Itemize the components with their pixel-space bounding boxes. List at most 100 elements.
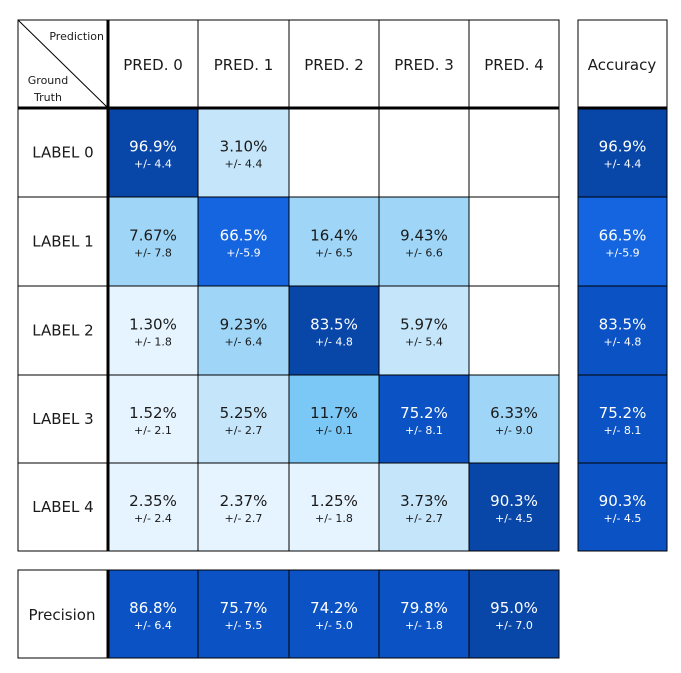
column-header-label-3: PRED. 3 (394, 56, 454, 74)
accuracy-cell-3-value: 75.2% (599, 404, 647, 422)
accuracy-header: Accuracy (588, 56, 657, 74)
matrix-cell-2-3-error: +/- 5.4 (405, 336, 443, 349)
matrix-cell-2-0-value: 1.30% (129, 316, 177, 334)
matrix-cell-1-2-error: +/- 6.5 (315, 247, 353, 260)
matrix-cell-1-4 (468, 196, 560, 287)
row-header-2 (17, 285, 109, 376)
matrix-cell-2-1 (197, 285, 290, 376)
matrix-cell-4-2-value: 1.25% (310, 492, 358, 510)
matrix-cell-1-0-error: +/- 7.8 (134, 247, 172, 260)
precision-cell-1-value: 75.7% (220, 599, 268, 617)
precision-cell-3 (378, 569, 470, 659)
row-header-label-4: LABEL 4 (32, 498, 93, 516)
precision-cell-2 (288, 569, 380, 659)
accuracy-cell-4-value: 90.3% (599, 492, 647, 510)
precision-cell-3-value: 79.8% (400, 599, 448, 617)
matrix-cell-1-1-error: +/-5.9 (226, 247, 260, 260)
column-header-1 (197, 19, 290, 109)
matrix-cell-3-0 (107, 374, 199, 464)
matrix-cell-4-0 (107, 462, 199, 552)
matrix-cell-3-4-error: +/- 9.0 (495, 424, 533, 437)
precision-cell-4 (468, 569, 560, 659)
accuracy-cell-2 (577, 285, 668, 376)
matrix-cell-1-3 (378, 196, 470, 287)
corner-truth-label: Truth (33, 91, 62, 104)
matrix-cell-2-3 (378, 285, 470, 376)
matrix-cell-0-3 (378, 107, 470, 198)
matrix-cell-2-0-error: +/- 1.8 (134, 336, 172, 349)
precision-cell-0-error: +/- 6.4 (134, 619, 172, 632)
column-header-4 (468, 19, 560, 109)
row-header-label-2: LABEL 2 (32, 322, 93, 340)
row-header-1 (17, 196, 109, 287)
matrix-cell-3-1-value: 5.25% (220, 404, 268, 422)
accuracy-cell-1 (577, 196, 668, 287)
accuracy-cell-4-error: +/- 4.5 (604, 512, 642, 525)
column-header-label-2: PRED. 2 (304, 56, 364, 74)
matrix-cell-3-0-error: +/- 2.1 (134, 424, 172, 437)
row-header-label-1: LABEL 1 (32, 233, 93, 251)
matrix-cell-2-4 (468, 285, 560, 376)
matrix-cell-4-4-error: +/- 4.5 (495, 512, 533, 525)
matrix-cell-3-2-value: 11.7% (310, 404, 358, 422)
matrix-cell-3-3-error: +/- 8.1 (405, 424, 443, 437)
matrix-cell-0-0-value: 96.9% (129, 138, 177, 156)
corner-prediction-label: Prediction (49, 30, 104, 43)
column-header-3 (378, 19, 470, 109)
matrix-cell-2-2-value: 83.5% (310, 316, 358, 334)
precision-cell-0-value: 86.8% (129, 599, 177, 617)
matrix-cell-1-2-value: 16.4% (310, 227, 358, 245)
precision-label-cell (17, 569, 109, 659)
accuracy-cell-4 (577, 462, 668, 552)
accuracy-cell-0-error: +/- 4.4 (604, 158, 642, 171)
row-header-3 (17, 374, 109, 464)
matrix-cell-0-0-error: +/- 4.4 (134, 158, 172, 171)
precision-label: Precision (29, 606, 96, 624)
matrix-cell-3-1 (197, 374, 290, 464)
matrix-cell-4-1-error: +/- 2.7 (225, 512, 263, 525)
accuracy-cell-3-error: +/- 8.1 (604, 424, 642, 437)
matrix-cell-1-0-value: 7.67% (129, 227, 177, 245)
accuracy-cell-3 (577, 374, 668, 464)
matrix-cell-4-1-value: 2.37% (220, 492, 268, 510)
accuracy-cell-1-error: +/-5.9 (605, 247, 639, 260)
matrix-cell-1-2 (288, 196, 380, 287)
matrix-cell-0-4 (468, 107, 560, 198)
precision-cell-3-error: +/- 1.8 (405, 619, 443, 632)
matrix-cell-3-0-value: 1.52% (129, 404, 177, 422)
row-header-label-0: LABEL 0 (32, 144, 93, 162)
column-header-label-0: PRED. 0 (123, 56, 183, 74)
column-header-2 (288, 19, 380, 109)
matrix-cell-4-0-value: 2.35% (129, 492, 177, 510)
row-header-label-3: LABEL 3 (32, 410, 93, 428)
matrix-cell-1-3-value: 9.43% (400, 227, 448, 245)
matrix-cell-1-1-value: 66.5% (220, 227, 268, 245)
matrix-cell-1-1 (197, 196, 290, 287)
matrix-cell-4-4-value: 90.3% (490, 492, 538, 510)
matrix-cell-3-1-error: +/- 2.7 (225, 424, 263, 437)
matrix-cell-2-1-value: 9.23% (220, 316, 268, 334)
matrix-cell-2-2 (288, 285, 380, 376)
matrix-cell-3-4-value: 6.33% (490, 404, 538, 422)
matrix-cell-4-3-value: 3.73% (400, 492, 448, 510)
matrix-cell-0-1-error: +/- 4.4 (225, 158, 263, 171)
matrix-cell-2-2-error: +/- 4.8 (315, 336, 353, 349)
matrix-cell-4-1 (197, 462, 290, 552)
matrix-cell-4-3-error: +/- 2.7 (405, 512, 443, 525)
matrix-cell-4-0-error: +/- 2.4 (134, 512, 172, 525)
accuracy-cell-0-value: 96.9% (599, 138, 647, 156)
column-header-label-4: PRED. 4 (484, 56, 544, 74)
corner-diagonal (17, 19, 109, 109)
matrix-cell-4-2-error: +/- 1.8 (315, 512, 353, 525)
matrix-cell-3-2-error: +/- 0.1 (315, 424, 353, 437)
corner-ground-label: Ground (28, 74, 68, 87)
accuracy-cell-0 (577, 107, 668, 198)
accuracy-cell-2-value: 83.5% (599, 316, 647, 334)
column-header-0 (107, 19, 199, 109)
matrix-cell-3-2 (288, 374, 380, 464)
matrix-cell-1-3-error: +/- 6.6 (405, 247, 443, 260)
precision-cell-2-error: +/- 5.0 (315, 619, 353, 632)
matrix-cell-4-4 (468, 462, 560, 552)
precision-cell-4-error: +/- 7.0 (495, 619, 533, 632)
